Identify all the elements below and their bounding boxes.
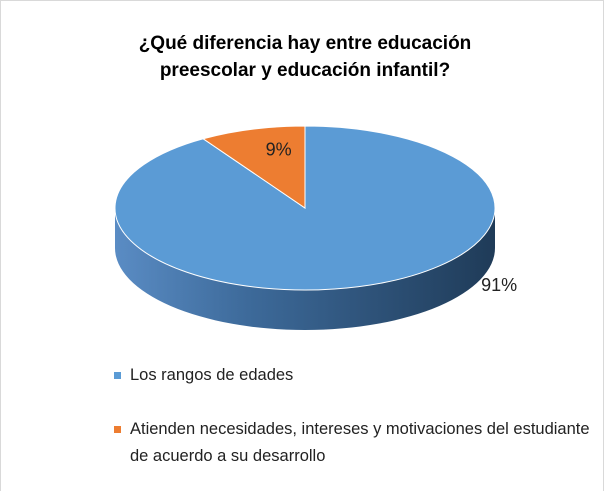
legend-swatch [114, 426, 121, 433]
legend-label: Atienden necesidades, intereses y motiva… [130, 420, 590, 465]
pie-slice [202, 125, 306, 209]
data-label: 91% [481, 275, 517, 295]
pie-side [115, 208, 495, 330]
chart-title: ¿Qué diferencia hay entre educación pree… [138, 33, 472, 81]
legend-item: Atienden necesidades, intereses y motiva… [114, 416, 600, 470]
legend-swatch [114, 372, 121, 379]
legend-item: Los rangos de edades [114, 362, 600, 389]
legend-label: Los rangos de edades [130, 366, 294, 384]
data-label: 9% [266, 139, 292, 159]
